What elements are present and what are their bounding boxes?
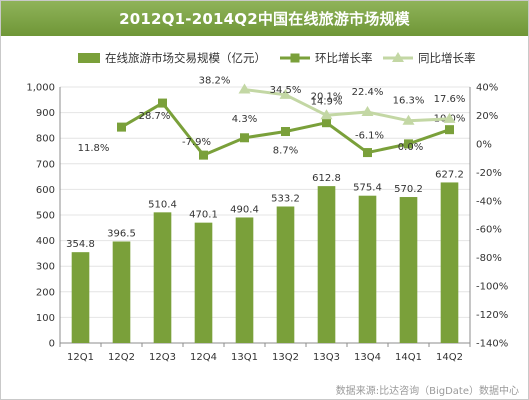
yoy-label: 38.2% [199, 76, 231, 87]
y-left-tick: 1,000 [26, 83, 55, 94]
bar [235, 217, 254, 343]
yoy-label: 16.3% [393, 96, 425, 107]
yoy-label: 22.4% [352, 87, 384, 98]
mom-marker [240, 133, 249, 143]
mom-label: 8.7% [273, 146, 298, 157]
y-right-tick: 0% [476, 139, 492, 150]
legend-label: 在线旅游市场交易规模（亿元） [105, 51, 266, 65]
y-right-tick: 40% [476, 83, 498, 94]
mom-marker [322, 118, 331, 128]
y-right-tick: -20% [476, 168, 502, 179]
x-tick-label: 12Q1 [67, 352, 94, 363]
bar [399, 197, 418, 343]
mom-marker [117, 122, 126, 132]
legend-label: 同比增长率 [418, 51, 476, 65]
bar-label: 490.4 [230, 204, 259, 215]
y-right-tick: -100% [476, 282, 508, 293]
bar [276, 206, 295, 343]
x-tick-label: 12Q4 [190, 352, 217, 363]
y-right-tick: -40% [476, 196, 502, 207]
mom-label: 14.9% [311, 97, 343, 108]
bar-label: 354.8 [66, 239, 95, 250]
mom-label: -6.1% [355, 131, 384, 142]
yoy-marker [361, 106, 374, 117]
legend-marker [290, 53, 300, 63]
bar [194, 222, 213, 343]
bar-label: 612.8 [312, 173, 341, 184]
x-tick-label: 13Q4 [354, 352, 381, 363]
y-left-tick: 600 [36, 185, 55, 196]
mom-marker [158, 98, 167, 108]
x-tick-label: 13Q2 [272, 352, 299, 363]
bar [440, 182, 459, 343]
mom-label: 11.8% [78, 143, 110, 154]
bar [71, 252, 90, 343]
chart-title: 2012Q1-2014Q2中国在线旅游市场规模 [1, 1, 528, 36]
mom-marker [404, 139, 413, 149]
yoy-marker [279, 88, 292, 99]
x-tick-label: 12Q2 [108, 352, 135, 363]
yoy-marker [443, 112, 456, 123]
mom-marker [445, 125, 454, 135]
y-left-tick: 200 [36, 287, 55, 298]
mom-marker [199, 150, 208, 160]
y-left-tick: 100 [36, 313, 55, 324]
yoy-marker [402, 114, 415, 125]
y-right-tick: 20% [476, 111, 498, 122]
bar-label: 575.4 [353, 183, 382, 194]
bar-label: 570.2 [394, 184, 423, 195]
mom-label: -7.9% [182, 137, 211, 148]
bar [317, 186, 336, 343]
legend-marker [392, 52, 404, 62]
x-tick-label: 14Q2 [436, 352, 463, 363]
bar [358, 195, 377, 343]
mom-label: 28.7% [139, 111, 171, 122]
yoy-label: 20.1% [311, 91, 343, 102]
legend-swatch [78, 53, 100, 63]
yoy-line [244, 88, 450, 123]
legend-label: 环比增长率 [315, 51, 373, 65]
y-left-tick: 500 [36, 211, 55, 222]
y-left-tick: 800 [36, 134, 55, 145]
yoy-label: 34.5% [270, 85, 302, 96]
yoy-marker [238, 83, 251, 94]
x-tick-label: 12Q3 [149, 352, 176, 363]
bar-label: 396.5 [107, 228, 136, 239]
bar [153, 212, 172, 343]
bar-label: 533.2 [271, 194, 300, 205]
bar-label: 510.4 [148, 199, 177, 210]
yoy-marker [320, 109, 333, 120]
mom-label: 0.0% [398, 142, 423, 153]
y-left-tick: 900 [36, 108, 55, 119]
y-left-tick: 300 [36, 262, 55, 273]
mom-marker [363, 148, 372, 158]
y-left-tick: 700 [36, 159, 55, 170]
y-left-tick: 400 [36, 236, 55, 247]
source-note: 数据来源:比达咨询（BigDate）数据中心 [335, 386, 519, 397]
mom-label: 4.3% [232, 114, 257, 125]
bar-label: 627.2 [435, 169, 464, 180]
y-left-tick: 0 [49, 339, 55, 350]
y-right-tick: -140% [476, 339, 508, 350]
bar [112, 241, 131, 343]
x-tick-label: 13Q3 [313, 352, 340, 363]
bar-label: 470.1 [189, 210, 218, 221]
x-tick-label: 14Q1 [395, 352, 422, 363]
y-right-tick: -80% [476, 253, 502, 264]
yoy-label: 17.6% [434, 94, 466, 105]
y-right-tick: -60% [476, 225, 502, 236]
x-tick-label: 13Q1 [231, 352, 258, 363]
y-right-tick: -120% [476, 310, 508, 321]
mom-marker [281, 127, 290, 137]
